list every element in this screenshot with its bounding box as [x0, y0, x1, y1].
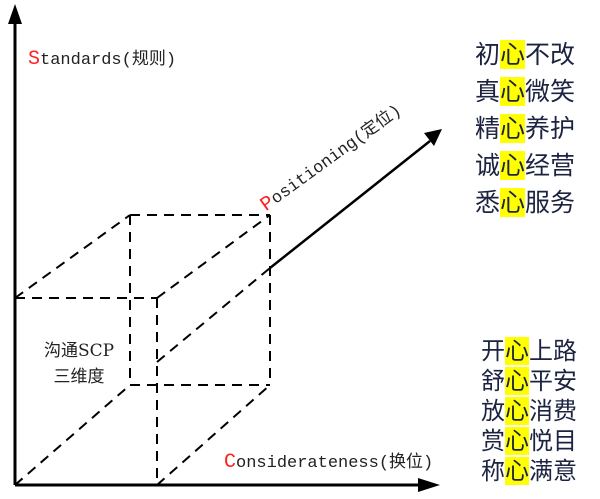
phrase-item: 开心上路	[481, 336, 577, 366]
highlighted-char: 心	[500, 77, 526, 106]
highlighted-char: 心	[505, 337, 529, 365]
phrase-text: 放	[481, 397, 505, 425]
phrase-text: 悉	[475, 188, 501, 217]
standards-initial: S	[28, 48, 41, 71]
phrase-text: 悦目	[529, 427, 577, 455]
phrase-item: 精心养护	[475, 110, 575, 147]
cube-edge	[156, 384, 271, 486]
considerateness-axis-label: Considerateness(换位)	[224, 447, 433, 474]
phrase-text: 养护	[525, 114, 576, 143]
cube-edge	[156, 214, 271, 299]
phrase-text: 诚	[475, 151, 501, 180]
top-phrase-list: 初心不改 真心微笑 精心养护 诚心经营 悉心服务	[475, 36, 575, 221]
phrase-text: 经营	[525, 151, 576, 180]
positioning-arrow-icon	[424, 129, 442, 146]
highlighted-char: 心	[500, 114, 526, 143]
considerateness-text: onsiderateness(换位)	[236, 454, 434, 473]
phrase-item: 舒心平安	[481, 366, 577, 396]
highlighted-char: 心	[505, 427, 529, 455]
considerateness-initial: C	[224, 451, 237, 474]
center-label-line1: 沟通SCP	[44, 341, 115, 361]
phrase-text: 精	[475, 114, 501, 143]
standards-arrow-icon	[8, 4, 22, 24]
phrase-text: 服务	[525, 188, 576, 217]
bottom-phrase-list: 开心上路 舒心平安 放心消费 赏心悦目 称心满意	[481, 336, 577, 486]
cube-edge	[14, 384, 131, 486]
phrase-item: 称心满意	[481, 456, 577, 486]
phrase-text: 称	[481, 457, 505, 485]
phrase-text: 平安	[529, 367, 577, 395]
phrase-item: 真心微笑	[475, 73, 575, 110]
phrase-text: 不改	[525, 40, 576, 69]
phrase-item: 诚心经营	[475, 147, 575, 184]
highlighted-char: 心	[500, 40, 526, 69]
standards-axis-label: Standards(规则)	[28, 44, 176, 71]
phrase-item: 放心消费	[481, 396, 577, 426]
phrase-text: 开	[481, 337, 505, 365]
positioning-axis	[269, 140, 431, 269]
phrase-text: 上路	[529, 337, 577, 365]
highlighted-char: 心	[505, 457, 529, 485]
highlighted-char: 心	[505, 397, 529, 425]
phrase-item: 初心不改	[475, 36, 575, 73]
center-label-line2: 三维度	[53, 367, 105, 387]
standards-text: tandards(规则)	[40, 51, 177, 70]
phrase-item: 悉心服务	[475, 184, 575, 221]
considerateness-arrow-icon	[418, 478, 440, 492]
highlighted-char: 心	[500, 151, 526, 180]
phrase-text: 消费	[529, 397, 577, 425]
phrase-text: 满意	[529, 457, 577, 485]
phrase-item: 赏心悦目	[481, 426, 577, 456]
phrase-text: 初	[475, 40, 501, 69]
phrase-text: 舒	[481, 367, 505, 395]
center-label: 沟通SCP 三维度	[44, 338, 114, 390]
cube-edge	[156, 267, 271, 363]
highlighted-char: 心	[505, 367, 529, 395]
phrase-text: 赏	[481, 427, 505, 455]
cube-edge	[14, 214, 131, 299]
highlighted-char: 心	[500, 188, 526, 217]
phrase-text: 微笑	[525, 77, 576, 106]
phrase-text: 真	[475, 77, 501, 106]
